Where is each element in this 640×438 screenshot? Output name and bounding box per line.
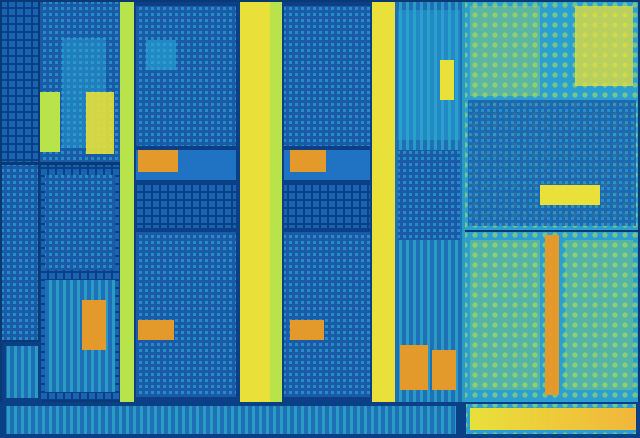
- central-uncore: [395, 2, 465, 402]
- upper-left-logic: [40, 2, 120, 400]
- bottom-io-row: [0, 402, 640, 438]
- core-block-2: [270, 2, 395, 402]
- graphics-upper: [465, 2, 638, 230]
- core-block-1: [120, 2, 270, 402]
- left-io-strip: [2, 2, 42, 402]
- graphics-lower: [465, 232, 638, 402]
